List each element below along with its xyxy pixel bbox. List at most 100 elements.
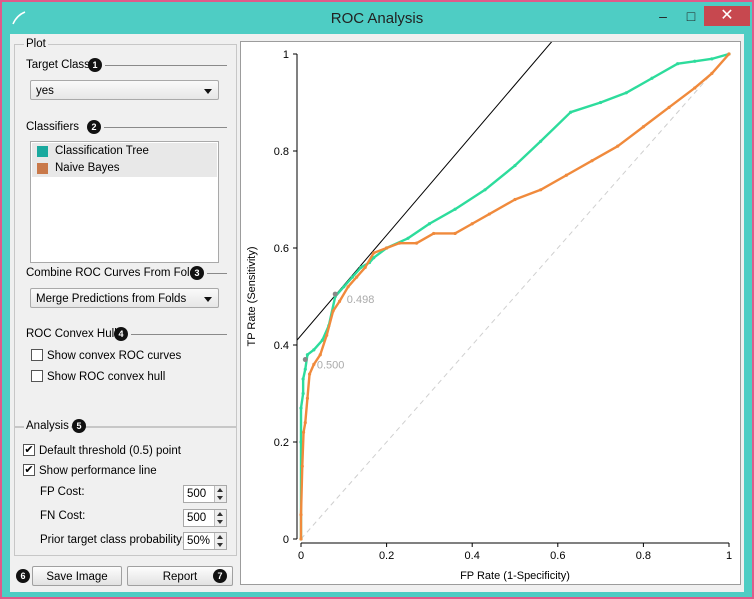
x-tick-label: 0.4: [465, 550, 480, 562]
chevron-down-icon: [204, 89, 212, 94]
y-tick-label: 0: [283, 534, 289, 546]
combine-folds-value: Merge Predictions from Folds: [36, 293, 187, 305]
checkbox-label: Show convex ROC curves: [47, 350, 182, 362]
checkbox-box[interactable]: [31, 370, 43, 382]
series-point: [693, 86, 697, 90]
close-button[interactable]: ✕: [704, 6, 750, 26]
x-tick-label: 0: [298, 550, 304, 562]
fn-cost-spinbox[interactable]: 500: [183, 509, 227, 527]
fn-cost-value: 500: [187, 512, 207, 524]
y-tick-label: 0.4: [274, 340, 289, 352]
series-point: [299, 406, 303, 410]
checkbox-box[interactable]: ✔: [23, 444, 35, 456]
save-image-button[interactable]: Save Image: [32, 566, 122, 586]
separator: [105, 65, 227, 66]
series-point: [727, 52, 731, 56]
series-point: [299, 537, 303, 541]
target-class-combo[interactable]: yes: [30, 80, 219, 100]
series-point: [569, 110, 573, 114]
series-point: [590, 159, 594, 163]
badge-2: 2: [87, 120, 101, 134]
x-tick-label: 1: [726, 550, 732, 562]
window-title: ROC Analysis: [330, 10, 424, 27]
roc-chart[interactable]: 00 0.2 0.2 0.4 0.4 0.6 0.6 0.8 0.8 1 1 FP Rate (1-S…: [241, 42, 740, 584]
maximize-button[interactable]: □: [686, 8, 696, 24]
fn-cost-label: FN Cost:: [40, 510, 86, 522]
series-point: [432, 231, 436, 236]
target-class-label: Target Class: [26, 59, 90, 71]
checkbox-label: Show performance line: [39, 465, 157, 477]
series-point: [346, 285, 350, 289]
y-tick-label: 0.2: [274, 437, 289, 449]
series-point: [693, 59, 697, 63]
checkbox-label: Show ROC convex hull: [47, 371, 166, 383]
series-point: [641, 125, 645, 129]
series-point: [667, 105, 671, 109]
separator: [104, 127, 227, 128]
checkbox-box[interactable]: [31, 349, 43, 361]
series-point: [303, 367, 307, 371]
fp-cost-value: 500: [187, 488, 207, 500]
report-button[interactable]: Report: [127, 566, 233, 586]
analysis-group-box: [14, 426, 237, 556]
series-point: [453, 231, 457, 236]
plot-section-title: Plot: [24, 38, 48, 50]
series-point: [616, 144, 620, 148]
roc-plot-area[interactable]: 0 0 0.2 0.2 0.4 0.4 0.6 0.6 0.8 0.8 1 1 FP Rate (1-S…: [240, 41, 741, 585]
prior-probability-spinbox[interactable]: 50%: [183, 532, 227, 550]
orange-app-icon: [12, 11, 26, 25]
badge-6: 6: [16, 569, 30, 583]
series-point: [312, 348, 316, 352]
series-point: [539, 139, 543, 143]
convex-hull-label: ROC Convex Hull: [26, 328, 117, 340]
separator: [207, 273, 227, 274]
spin-arrows-icon[interactable]: [214, 486, 226, 502]
combine-folds-combo[interactable]: Merge Predictions from Folds: [30, 288, 219, 308]
series-point: [710, 57, 714, 61]
plot-group-box: [14, 44, 237, 428]
combine-folds-label: Combine ROC Curves From Folds: [26, 267, 202, 279]
chevron-down-icon: [204, 297, 212, 302]
list-item-label: Naive Bayes: [55, 162, 120, 174]
threshold-label: 0.498: [347, 294, 375, 306]
series-point: [397, 241, 402, 245]
series-point: [342, 285, 346, 289]
list-item-naive-bayes[interactable]: Naive Bayes: [32, 160, 217, 177]
window-client: Plot Target Class 1 yes Classifiers 2 Cl…: [10, 34, 744, 592]
series-point: [363, 265, 367, 269]
classifiers-list[interactable]: Classification Tree Naive Bayes: [30, 141, 219, 263]
series-point: [599, 100, 603, 105]
threshold-point: [302, 357, 308, 363]
classifiers-label: Classifiers: [26, 121, 80, 133]
y-tick-label: 1: [283, 49, 289, 61]
series-point: [406, 236, 410, 240]
color-swatch: [37, 146, 48, 157]
prior-probability-label: Prior target class probability:: [40, 534, 186, 546]
x-axis-label: FP Rate (1-Specificity): [460, 570, 570, 582]
series-point: [676, 62, 680, 66]
threshold-label: 0.500: [317, 359, 345, 371]
series-point: [710, 71, 714, 75]
series-point: [318, 353, 322, 357]
fp-cost-spinbox[interactable]: 500: [183, 485, 227, 503]
badge-4: 4: [114, 327, 128, 341]
checkbox-box[interactable]: ✔: [23, 464, 35, 476]
prior-probability-value: 50%: [187, 535, 211, 547]
spin-arrows-icon[interactable]: [214, 533, 226, 549]
control-panel: Plot Target Class 1 yes Classifiers 2 Cl…: [10, 34, 238, 592]
series-point: [312, 362, 316, 366]
color-swatch: [37, 163, 48, 174]
series-point: [385, 246, 389, 250]
series-point: [350, 275, 354, 279]
title-bar[interactable]: ROC Analysis – □ ✕: [2, 2, 752, 34]
checkbox-label: Default threshold (0.5) point: [39, 445, 181, 457]
spin-arrows-icon[interactable]: [214, 510, 226, 526]
badge-1: 1: [88, 58, 102, 72]
badge-3: 3: [190, 266, 204, 280]
list-item-classification-tree[interactable]: Classification Tree: [32, 143, 217, 160]
series-point: [372, 251, 376, 255]
minimize-button[interactable]: –: [659, 8, 667, 24]
series-point: [513, 197, 517, 202]
series-point: [300, 464, 304, 468]
